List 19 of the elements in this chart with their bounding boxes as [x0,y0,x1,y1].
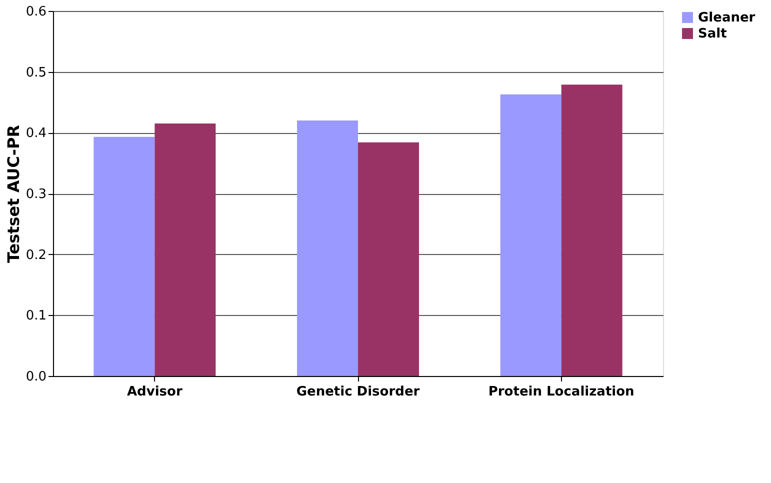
bar [358,142,419,376]
bar [500,94,562,376]
y-tick-label: 0.6 [26,4,46,20]
x-tick-label: Genetic Disorder [296,384,420,400]
legend-label: Gleaner [698,10,756,26]
y-tick-label: 0.5 [26,65,46,80]
y-tick-label: 0.2 [26,248,46,263]
legend-label: Salt [698,26,727,42]
x-tick-label: Advisor [126,384,183,400]
y-tick-label: 0.3 [26,187,46,202]
bar [297,120,358,376]
x-tick-label: Protein Localization [488,384,634,400]
y-tick-label: 0.4 [26,126,46,142]
y-tick-label: 0.1 [26,308,46,324]
bar [154,124,216,376]
bar [561,84,622,376]
bar [94,136,155,376]
y-tick-label: 0.0 [26,370,46,384]
y-axis-title: Testset AUC-PR [4,124,23,264]
